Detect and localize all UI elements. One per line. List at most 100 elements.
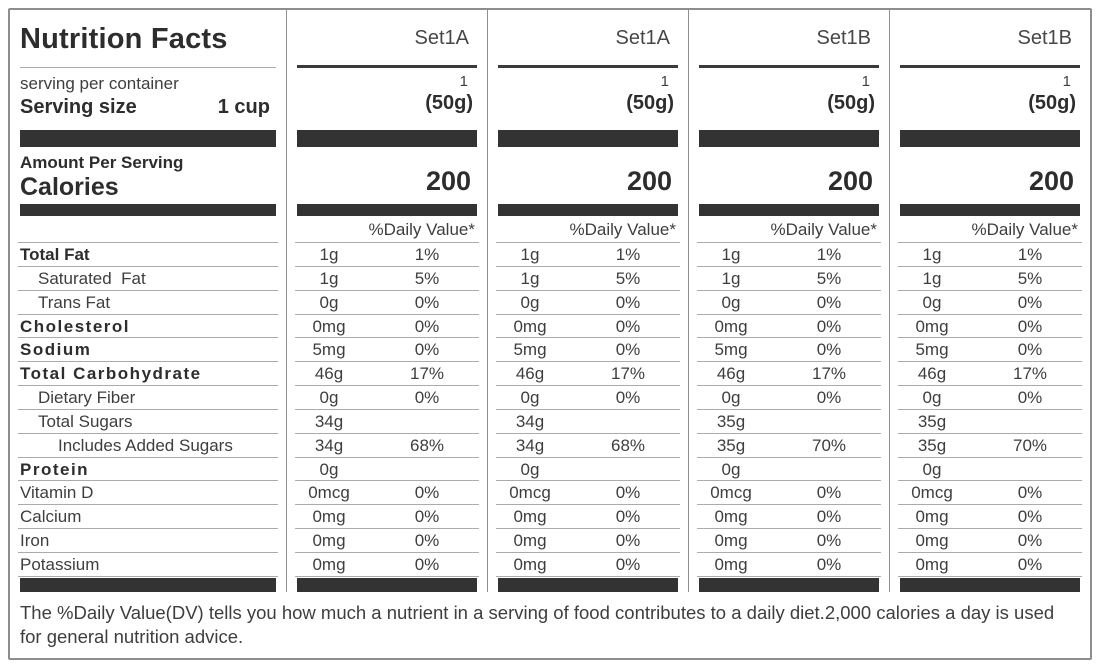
- nutrient-row-label: Includes Added Sugars: [10, 434, 286, 458]
- nutrient-daily-value: [773, 410, 885, 434]
- serving-section: 1 (50g): [287, 68, 487, 130]
- nutrient-row-values: 0g: [890, 458, 1090, 482]
- nutrient-row-label: Protein: [10, 458, 286, 482]
- nutrient-amount: 1g: [319, 268, 339, 288]
- nutrient-amount: 0mg: [714, 531, 748, 551]
- nutrient-daily-value: 0%: [816, 507, 842, 527]
- nutrient-name: Vitamin D: [20, 483, 94, 503]
- nutrient-daily-value: 0%: [816, 316, 842, 336]
- daily-value-header: %Daily Value*: [770, 220, 877, 239]
- nutrient-row-values: 0g 0%: [890, 386, 1090, 410]
- nutrient-daily-value: 0%: [1017, 554, 1043, 574]
- nutrient-row-values: 1g 1%: [488, 243, 688, 267]
- calories-section: 200: [689, 147, 889, 204]
- nutrient-row-label: Total Fat: [10, 243, 286, 267]
- nutrient-amount: 0g: [520, 388, 540, 408]
- nutrient-row-values: 0mg 0%: [890, 553, 1090, 577]
- nutrient-daily-value: [572, 458, 684, 482]
- nutrient-row-values: 0g 0%: [488, 386, 688, 410]
- label-column: Nutrition Facts serving per container Se…: [10, 10, 286, 592]
- nutrient-row-label: Sodium: [10, 338, 286, 363]
- nutrient-label-rows: Total Fat Saturated Fat Trans Fat Choles…: [10, 243, 286, 577]
- nutrient-name: Dietary Fiber: [38, 388, 136, 408]
- calories-section: 200: [890, 147, 1090, 204]
- nutrient-row-values: 0mg 0%: [488, 315, 688, 339]
- nutrient-amount: 0mg: [312, 554, 346, 574]
- nutrient-amount: 0mcg: [710, 483, 752, 503]
- nutrient-name: Calcium: [20, 507, 82, 527]
- nutrient-amount: 35g: [716, 411, 746, 431]
- value-column: Set1A 1 (50g) 200 %Daily Value* 1g 1% 1g…: [487, 10, 688, 592]
- nutrient-daily-value: 1%: [414, 245, 440, 264]
- nutrient-row-values: 0mg 0%: [689, 553, 889, 577]
- servings-count-value: 1: [861, 73, 870, 90]
- nutrient-daily-value: 5%: [414, 268, 440, 288]
- nutrient-amount: 1g: [922, 245, 942, 264]
- nutrient-daily-value: 70%: [811, 435, 847, 455]
- nutrition-facts-panel: Nutrition Facts serving per container Se…: [8, 8, 1092, 660]
- daily-value-header-row: %Daily Value*: [287, 216, 487, 243]
- nutrient-daily-value: [371, 458, 483, 482]
- columns-grid: Nutrition Facts serving per container Se…: [10, 10, 1090, 592]
- nutrient-amount: 0mg: [915, 507, 949, 527]
- nutrient-daily-value: 17%: [811, 364, 847, 384]
- nutrient-name: Cholesterol: [20, 316, 131, 336]
- nutrient-amount: 0mg: [513, 316, 547, 336]
- nutrient-amount: 46g: [716, 364, 746, 384]
- column-header-section: Set1B: [890, 10, 1090, 68]
- nutrient-amount: 0g: [319, 459, 339, 479]
- nutrient-amount: 0g: [721, 459, 741, 479]
- nutrient-row-values: 0mg 0%: [890, 315, 1090, 339]
- daily-value-header: %Daily Value*: [569, 220, 676, 239]
- nutrient-amount: 5mg: [714, 340, 748, 360]
- daily-value-footnote: The %Daily Value(DV) tells you how much …: [20, 601, 1055, 648]
- nutrient-daily-value: 5%: [816, 268, 842, 288]
- nutrient-daily-value: 0%: [1017, 531, 1043, 551]
- value-column: Set1B 1 (50g) 200 %Daily Value* 1g 1% 1g…: [688, 10, 889, 592]
- thick-divider-bar: [498, 577, 678, 592]
- nutrient-daily-value: 0%: [615, 388, 641, 408]
- nutrient-row-values: 0g 0%: [689, 291, 889, 315]
- nutrient-daily-value: [974, 410, 1086, 434]
- nutrient-daily-value: 1%: [816, 245, 842, 264]
- nutrient-row-values: 35g: [890, 410, 1090, 434]
- nutrient-amount: 34g: [515, 411, 545, 431]
- nutrient-amount: 0mg: [915, 316, 949, 336]
- nutrient-amount: 0g: [319, 292, 339, 312]
- thick-divider-bar: [900, 130, 1080, 147]
- value-column: Set1A 1 (50g) 200 %Daily Value* 1g 1% 1g…: [286, 10, 487, 592]
- nutrient-daily-value: 0%: [1017, 483, 1043, 503]
- nutrient-daily-value: [371, 410, 483, 434]
- nutrient-row-values: 0g 0%: [488, 291, 688, 315]
- calories-section: 200: [488, 147, 688, 204]
- nutrient-daily-value: 17%: [1012, 364, 1048, 384]
- daily-value-header-row: %Daily Value*: [890, 216, 1090, 243]
- nutrient-amount: 35g: [917, 411, 947, 431]
- nutrient-value-rows: 1g 1% 1g 5% 0g 0% 0mg 0% 5mg 0% 46g 17% …: [890, 243, 1090, 577]
- nutrient-amount: 1g: [721, 268, 741, 288]
- nutrient-amount: 0mg: [513, 554, 547, 574]
- serving-section: 1 (50g): [488, 68, 688, 130]
- thick-divider-bar: [20, 130, 276, 147]
- nutrient-daily-value: 0%: [816, 388, 842, 408]
- calories-section: 200: [287, 147, 487, 204]
- nutrient-name: Trans Fat: [38, 292, 111, 312]
- nutrient-daily-value: 0%: [1017, 388, 1043, 408]
- header-rule: [297, 65, 477, 68]
- nutrient-daily-value: [974, 458, 1086, 482]
- nutrient-daily-value: 0%: [615, 531, 641, 551]
- nutrient-daily-value: 0%: [816, 531, 842, 551]
- column-set-name: Set1A: [414, 27, 469, 49]
- nutrient-row-label: Cholesterol: [10, 315, 286, 339]
- nutrient-row-values: 34g: [287, 410, 487, 434]
- nutrient-amount: 0g: [520, 459, 540, 479]
- nutrient-amount: 5mg: [513, 340, 547, 360]
- nutrient-amount: 1g: [520, 268, 540, 288]
- nutrient-daily-value: 0%: [1017, 292, 1043, 312]
- nutrient-amount: 34g: [515, 435, 545, 455]
- nutrient-row-values: 0mg 0%: [488, 529, 688, 553]
- serving-per-container-label: serving per container: [20, 74, 179, 93]
- nutrient-daily-value: 0%: [414, 388, 440, 408]
- nutrient-row-values: 0mcg 0%: [689, 481, 889, 506]
- nutrient-row-values: 0mg 0%: [890, 505, 1090, 529]
